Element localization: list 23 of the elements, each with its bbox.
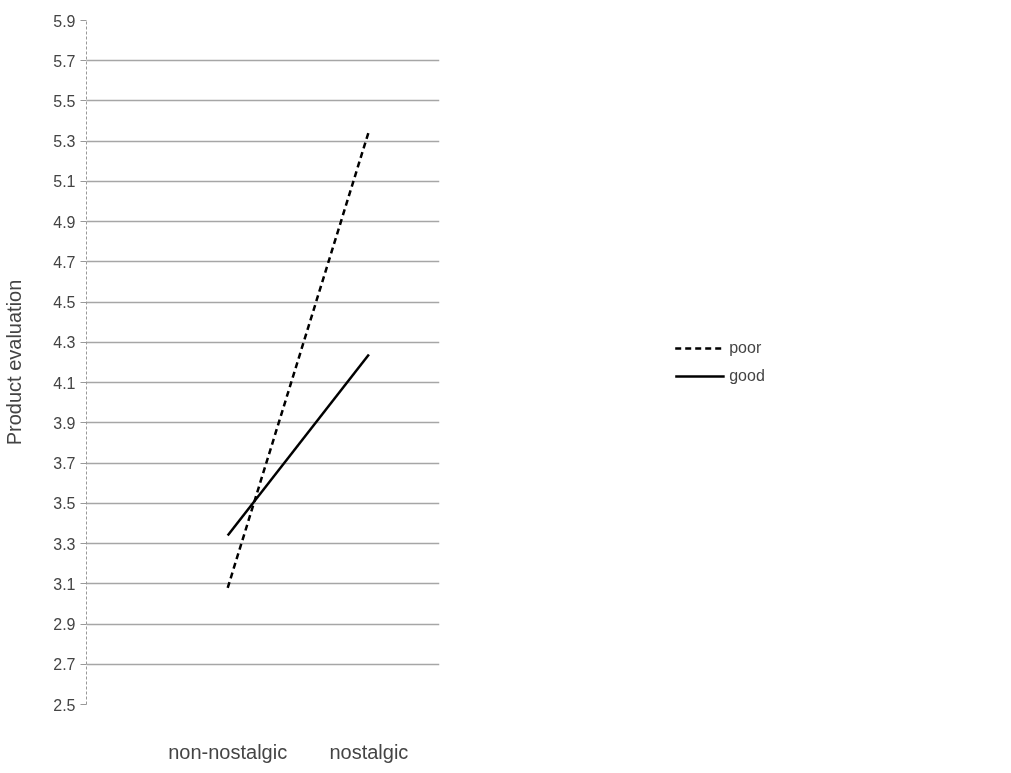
y-tick-label: 3.3 <box>53 535 76 553</box>
y-tick-label: 3.7 <box>53 455 76 473</box>
y-tick-label: 4.9 <box>53 213 76 231</box>
y-tick-label: 4.7 <box>53 253 76 271</box>
y-tick-label: 2.9 <box>53 616 76 634</box>
y-tick-label: 5.9 <box>53 12 76 30</box>
y-tick-label: 5.3 <box>53 133 76 151</box>
y-tick-label: 2.5 <box>53 696 76 714</box>
x-tick-label: non-nostalgic <box>168 740 288 763</box>
y-tick-label: 5.1 <box>53 173 76 191</box>
y-axis-title: Product evaluation <box>3 279 26 446</box>
y-tick-label: 2.7 <box>53 656 76 674</box>
y-tick-label: 4.3 <box>53 334 76 352</box>
y-tick-label: 3.1 <box>53 575 76 593</box>
legend-label: poor <box>729 339 762 357</box>
y-tick-label: 3.5 <box>53 495 76 513</box>
y-tick-label: 4.5 <box>53 294 76 312</box>
y-tick-label: 5.7 <box>53 52 76 70</box>
legend-label: good <box>729 367 765 385</box>
y-tick-label: 4.1 <box>53 374 76 392</box>
y-tick-label: 5.5 <box>53 92 76 110</box>
x-tick-label: nostalgic <box>329 740 409 763</box>
y-tick-label: 3.9 <box>53 414 76 432</box>
